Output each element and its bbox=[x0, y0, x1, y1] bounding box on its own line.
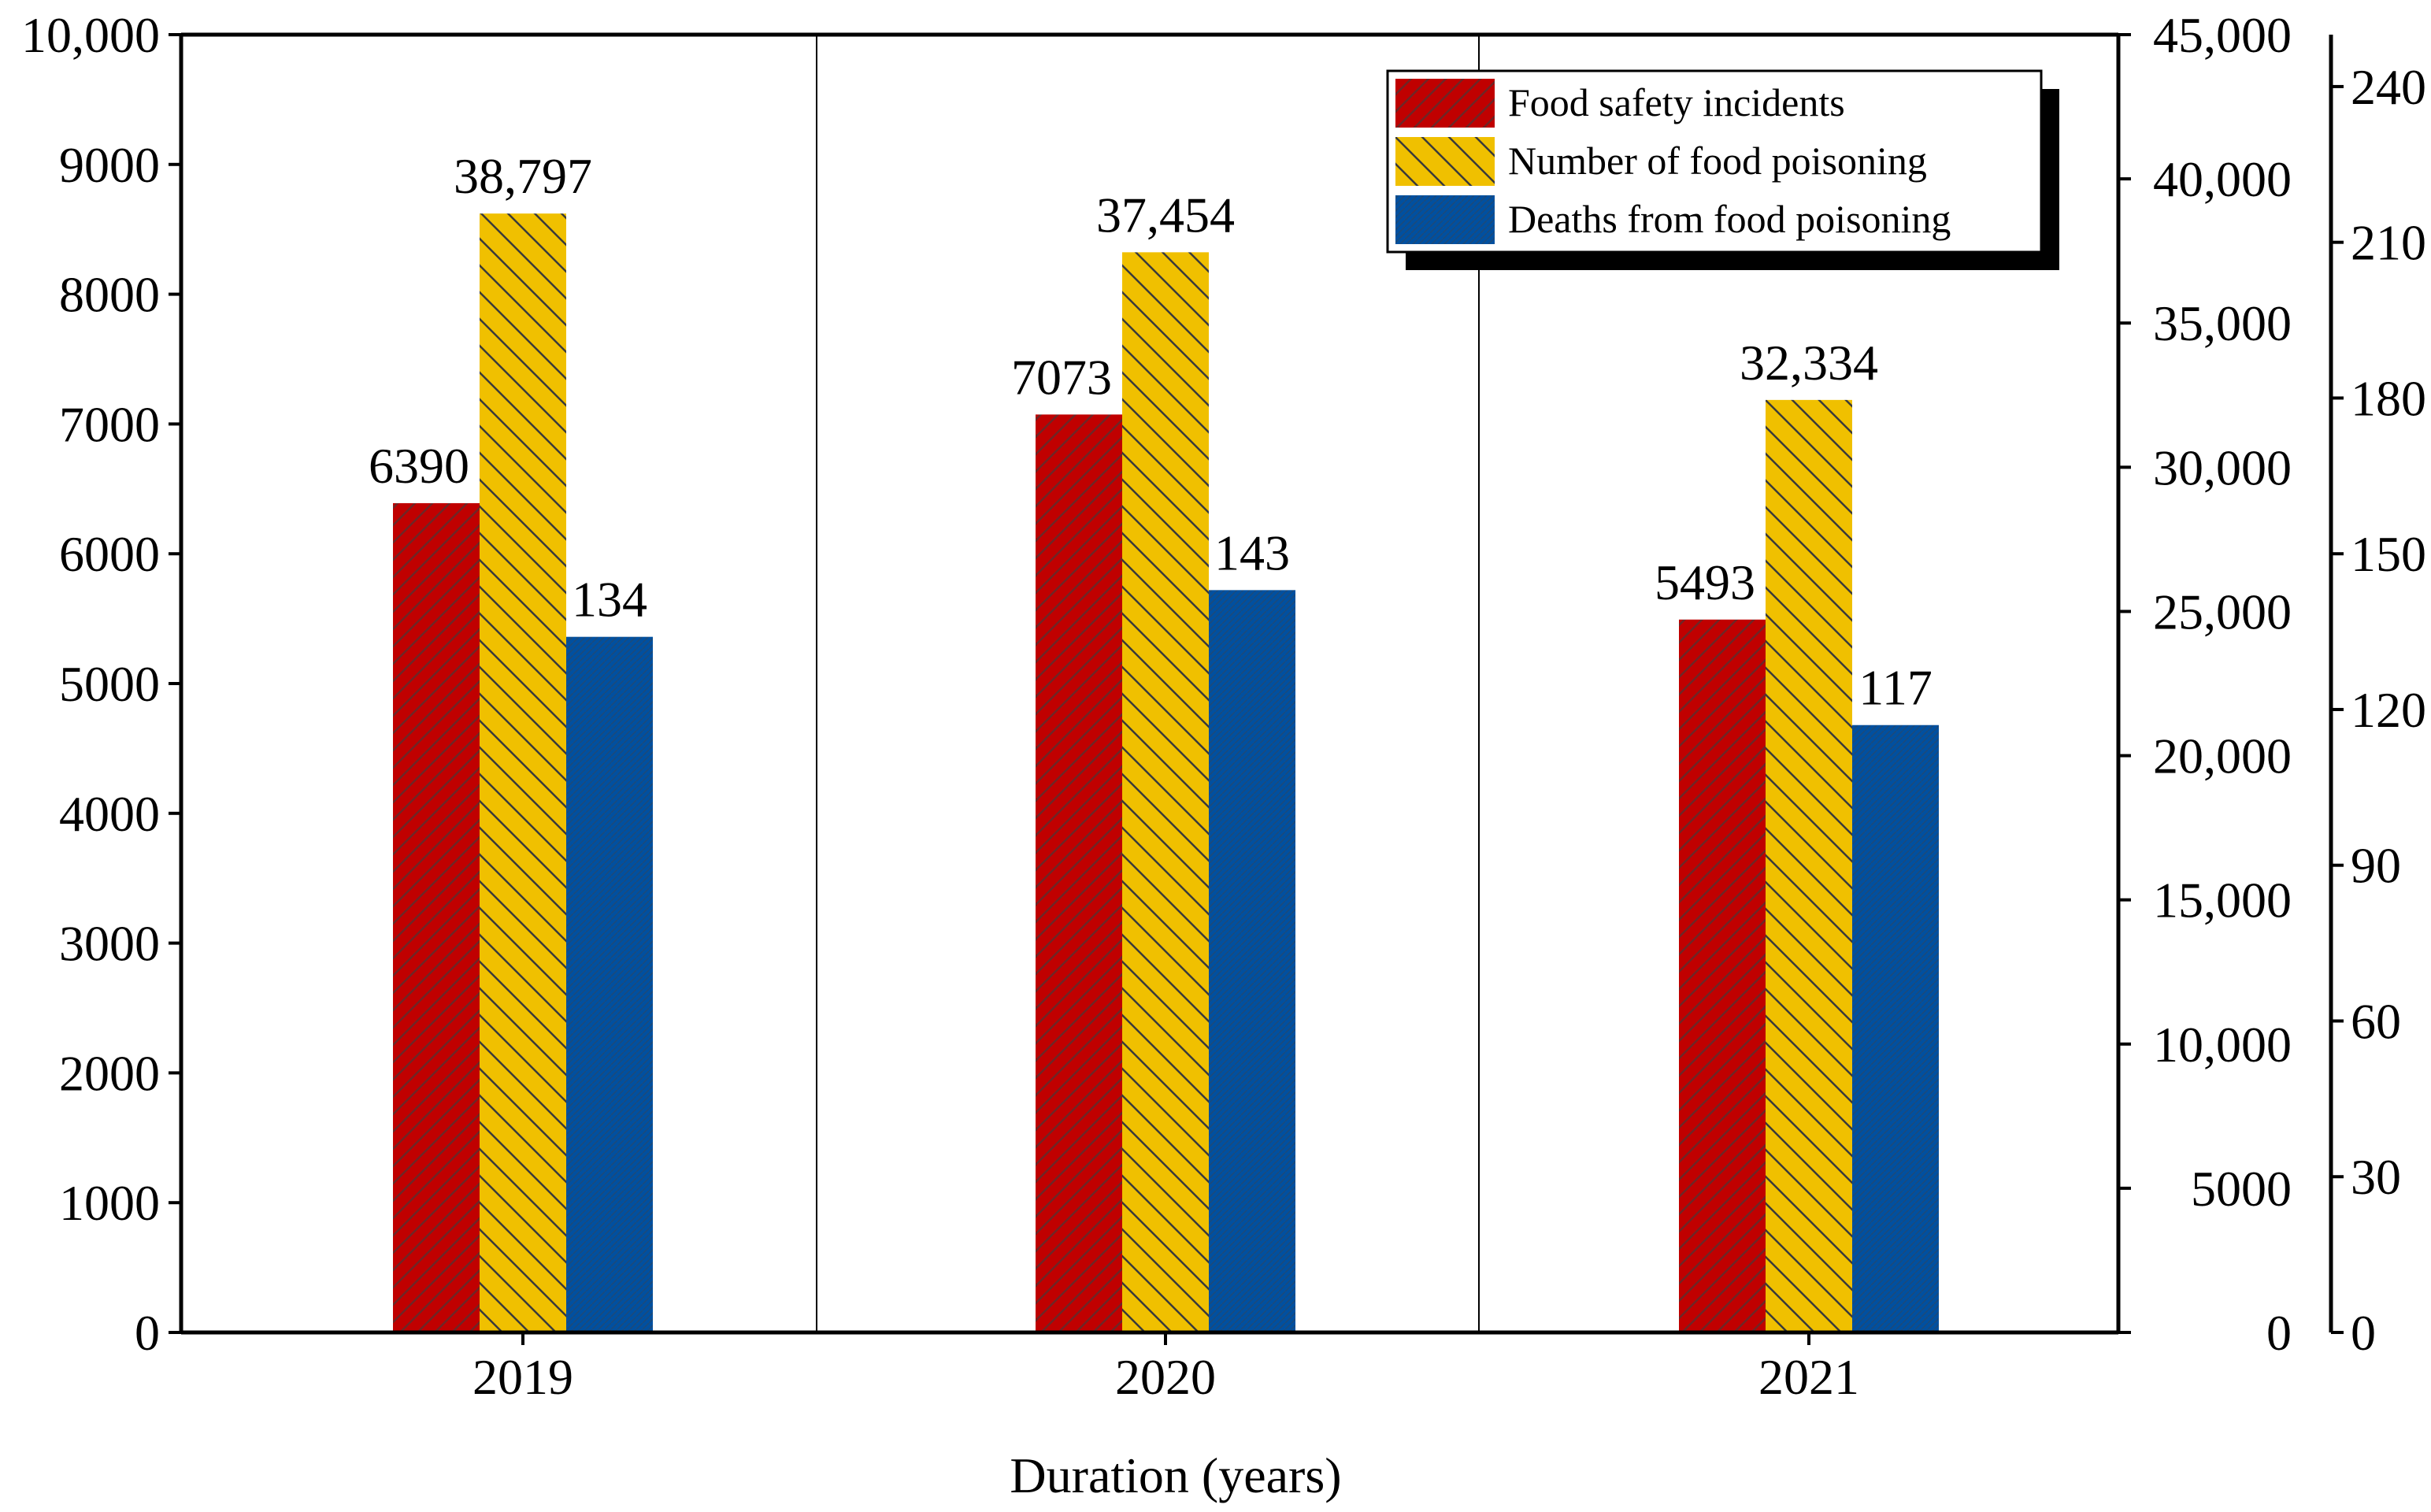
left-y-tick-label: 1000 bbox=[59, 1175, 160, 1231]
left-y-tick-label: 2000 bbox=[59, 1045, 160, 1101]
legend: Food safety incidents Number of food poi… bbox=[1386, 69, 2059, 270]
bar-deaths-from-food-poisoning-2021 bbox=[1852, 724, 1939, 1332]
bars-layer bbox=[393, 213, 1939, 1333]
left-y-tick-label: 10,000 bbox=[21, 7, 160, 63]
middle-y-tick-label: 10,000 bbox=[2153, 1017, 2292, 1073]
right-y-tick-label: 90 bbox=[2351, 838, 2401, 894]
middle-y-tick-label: 5000 bbox=[2191, 1161, 2292, 1217]
left-y-tick-label: 3000 bbox=[59, 916, 160, 972]
bar-food-safety-incidents-2019 bbox=[393, 502, 480, 1332]
x-tick-label: 2020 bbox=[1115, 1349, 1216, 1405]
data-label-deaths-from-food-poisoning-2019: 134 bbox=[572, 572, 647, 628]
right-y-tick-label: 210 bbox=[2351, 215, 2426, 271]
bar-food-safety-incidents-2020 bbox=[1036, 414, 1122, 1332]
right-y-tick-label: 240 bbox=[2351, 59, 2426, 115]
middle-y-tick-label: 15,000 bbox=[2153, 873, 2292, 928]
middle-y-tick-label: 0 bbox=[2266, 1305, 2292, 1361]
bar-food-safety-incidents-2021 bbox=[1679, 619, 1766, 1332]
left-y-tick-label: 4000 bbox=[59, 786, 160, 842]
ticks-layer: 010002000300040005000600070008000900010,… bbox=[21, 7, 2426, 1405]
left-y-tick-label: 5000 bbox=[59, 656, 160, 712]
right-y-tick-label: 120 bbox=[2351, 682, 2426, 738]
right-y-tick-label: 0 bbox=[2351, 1305, 2376, 1361]
data-label-food-safety-incidents-2019: 6390 bbox=[369, 438, 469, 494]
right-y-tick-label: 30 bbox=[2351, 1149, 2401, 1205]
data-label-deaths-from-food-poisoning-2021: 117 bbox=[1858, 660, 1933, 716]
bar-deaths-from-food-poisoning-2020 bbox=[1209, 590, 1295, 1332]
right-y-tick-label: 150 bbox=[2351, 526, 2426, 582]
bar-number-of-food-poisoning-2019 bbox=[480, 213, 566, 1333]
legend-label-deaths-from-food-poisoning: Deaths from food poisoning bbox=[1508, 197, 1951, 241]
legend-label-food-safety-incidents: Food safety incidents bbox=[1508, 80, 1845, 124]
bar-number-of-food-poisoning-2020 bbox=[1122, 252, 1209, 1332]
data-label-food-safety-incidents-2021: 5493 bbox=[1655, 554, 1755, 610]
left-y-tick-label: 6000 bbox=[59, 526, 160, 582]
data-label-food-safety-incidents-2020: 7073 bbox=[1011, 349, 1112, 405]
legend-swatch-number-of-food-poisoning bbox=[1395, 137, 1495, 186]
left-y-tick-label: 8000 bbox=[59, 267, 160, 323]
x-axis-title: Duration (years) bbox=[1010, 1447, 1341, 1503]
middle-y-tick-label: 20,000 bbox=[2153, 728, 2292, 784]
bar-number-of-food-poisoning-2021 bbox=[1766, 399, 1852, 1332]
legend-box bbox=[1386, 69, 2043, 254]
left-y-tick-label: 0 bbox=[135, 1305, 160, 1361]
data-label-deaths-from-food-poisoning-2020: 143 bbox=[1214, 524, 1290, 580]
right-y-tick-label: 60 bbox=[2351, 993, 2401, 1049]
middle-y-tick-label: 40,000 bbox=[2153, 151, 2292, 207]
data-label-number-of-food-poisoning-2020: 37,454 bbox=[1096, 187, 1235, 243]
left-y-tick-label: 7000 bbox=[59, 396, 160, 452]
middle-y-tick-label: 25,000 bbox=[2153, 584, 2292, 639]
x-tick-label: 2019 bbox=[472, 1349, 573, 1405]
legend-swatch-deaths-from-food-poisoning bbox=[1395, 195, 1495, 244]
x-tick-label: 2021 bbox=[1758, 1349, 1859, 1405]
right-y-tick-label: 180 bbox=[2351, 370, 2426, 426]
legend-label-number-of-food-poisoning: Number of food poisoning bbox=[1508, 139, 1927, 183]
middle-y-tick-label: 35,000 bbox=[2153, 295, 2292, 351]
legend-swatch-food-safety-incidents bbox=[1395, 79, 1495, 128]
data-label-number-of-food-poisoning-2019: 38,797 bbox=[454, 148, 592, 204]
data-label-number-of-food-poisoning-2021: 32,334 bbox=[1740, 335, 1878, 391]
middle-y-tick-label: 45,000 bbox=[2153, 7, 2292, 63]
data-labels-layer: 6390 7073 5493 38,797 37,454 32,334 134 143 117 bbox=[369, 148, 1933, 716]
middle-y-tick-label: 30,000 bbox=[2153, 439, 2292, 495]
left-y-tick-label: 9000 bbox=[59, 137, 160, 193]
bar-deaths-from-food-poisoning-2019 bbox=[566, 636, 653, 1332]
